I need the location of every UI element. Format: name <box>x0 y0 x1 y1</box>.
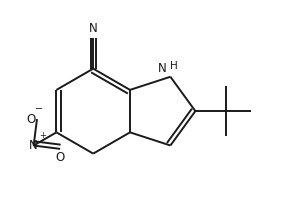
Text: +: + <box>39 131 46 140</box>
Text: O: O <box>56 151 65 164</box>
Text: N: N <box>89 22 98 35</box>
Text: O: O <box>26 112 35 126</box>
Text: H: H <box>170 61 178 71</box>
Text: N: N <box>157 63 166 75</box>
Text: −: − <box>35 104 44 114</box>
Text: N: N <box>29 139 38 152</box>
